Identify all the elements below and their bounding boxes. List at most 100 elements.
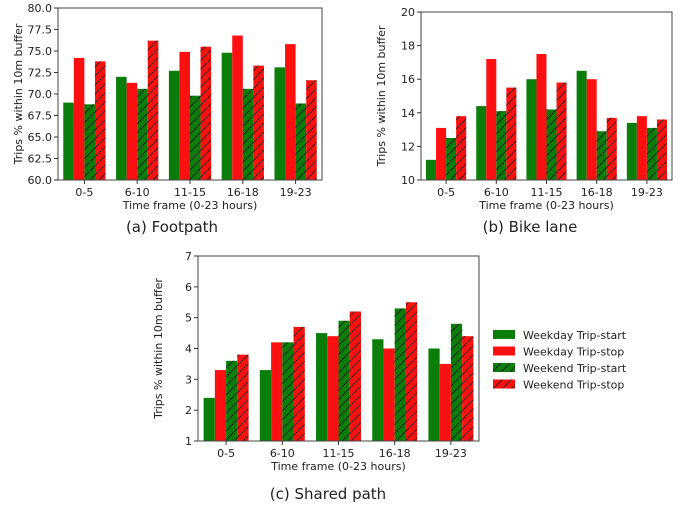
- bar-weekday-trip-start-11-15: [526, 79, 537, 180]
- bar-weekday-trip-stop-19-23: [439, 363, 451, 441]
- y-tick-label: 4: [185, 343, 192, 356]
- bar-weekday-trip-stop-16-18: [586, 79, 597, 180]
- bar-weekday-trip-start-19-23: [626, 122, 637, 180]
- x-tick-label: 16-18: [379, 447, 411, 460]
- y-tick-label: 16: [401, 73, 415, 86]
- y-tick-label: 70.0: [28, 88, 53, 101]
- chart-footpath: 60.0 62.5 65.0 67.5 70.0 72.5 75.0 77.5 80.0 0-5 6…: [12, 2, 323, 236]
- y-tick-label: 14: [401, 107, 415, 120]
- bar-hatch-weekend-trip-start-0-5: [226, 360, 238, 441]
- legend-label-weekend-trip-stop: Weekend Trip-stop: [523, 379, 624, 392]
- bar-hatch-weekend-trip-stop-11-15: [200, 46, 212, 181]
- x-tick-label: 16-18: [581, 186, 613, 199]
- bar-hatch-weekend-trip-start-11-15: [546, 109, 557, 180]
- bar-hatch-weekend-trip-stop-0-5: [237, 354, 249, 441]
- y-tick-label: 65.0: [28, 131, 53, 144]
- y-tick-label: 18: [401, 40, 415, 53]
- x-tick-label: 0-5: [437, 186, 455, 199]
- bar-hatch-weekend-trip-start-11-15: [338, 320, 350, 441]
- bar-weekday-trip-start-6-10: [259, 370, 272, 441]
- x-tick-label: 0-5: [217, 447, 235, 460]
- y-tick-label: 67.5: [28, 110, 53, 123]
- x-tick-label: 6-10: [270, 447, 295, 460]
- chart-caption: (c) Shared path: [270, 485, 386, 503]
- bar-weekday-trip-start-0-5: [426, 159, 437, 180]
- legend-label-weekday-trip-start: Weekday Trip-start: [523, 329, 627, 342]
- chart-caption: (b) Bike lane: [483, 218, 578, 236]
- x-tick-label: 19-23: [631, 186, 663, 199]
- bar-hatch-weekend-trip-stop-19-23: [656, 119, 667, 180]
- y-tick-label: 80.0: [28, 2, 53, 15]
- y-axis-label: Trips % within 10m buffer: [12, 23, 25, 165]
- bar-hatch-weekend-trip-start-16-18: [596, 131, 607, 180]
- legend-swatch-hatch: [493, 379, 515, 389]
- bar-weekday-trip-start-19-23: [274, 67, 286, 180]
- bar-weekday-trip-stop-0-5: [73, 57, 85, 180]
- chart-shared-path: 1 2 3 4 5 6 7 0-5 6-10 11-15 16-18 19-23 Time frame …: [152, 250, 480, 503]
- y-tick-label: 1: [185, 435, 192, 448]
- x-tick-label: 16-18: [227, 186, 259, 199]
- x-tick-label: 6-10: [125, 186, 150, 199]
- legend-label-weekend-trip-start: Weekend Trip-start: [523, 362, 627, 375]
- bar-hatch-weekend-trip-stop-0-5: [456, 116, 467, 180]
- bar-hatch-weekend-trip-stop-16-18: [405, 302, 418, 441]
- y-tick-label: 72.5: [28, 67, 53, 80]
- bar-hatch-weekend-trip-start-11-15: [190, 95, 201, 180]
- bar-weekday-trip-stop-19-23: [636, 116, 647, 180]
- bar-hatch-weekend-trip-stop-16-18: [253, 65, 264, 180]
- bar-hatch-weekend-trip-stop-16-18: [606, 117, 617, 180]
- bar-weekday-trip-stop-0-5: [214, 370, 227, 441]
- x-axis-label: Time frame (0-23 hours): [478, 199, 614, 212]
- bar-hatch-weekend-trip-start-6-10: [496, 111, 507, 180]
- x-tick-label: 11-15: [323, 447, 355, 460]
- y-tick-label: 77.5: [28, 24, 53, 37]
- y-axis-label: Trips % within 10m buffer: [152, 278, 165, 420]
- bar-weekday-trip-stop-6-10: [486, 59, 497, 180]
- bar-weekday-trip-start-16-18: [221, 52, 233, 180]
- bar-weekday-trip-stop-11-15: [327, 336, 339, 441]
- bar-weekday-trip-start-6-10: [116, 76, 127, 180]
- bar-weekday-trip-stop-6-10: [126, 82, 138, 180]
- y-axis-label: Trips % within 10m buffer: [375, 25, 388, 167]
- bar-hatch-weekend-trip-stop-11-15: [556, 82, 567, 180]
- y-tick-label: 12: [401, 140, 415, 153]
- bar-weekday-trip-stop-11-15: [179, 51, 190, 180]
- bar-weekday-trip-stop-16-18: [383, 348, 395, 441]
- bar-weekday-trip-stop-16-18: [232, 35, 243, 180]
- bar-weekday-trip-start-0-5: [203, 397, 215, 441]
- y-tick-label: 10: [401, 174, 415, 187]
- bar-hatch-weekend-trip-start-19-23: [295, 103, 307, 180]
- x-tick-label: 6-10: [484, 186, 509, 199]
- bar-weekday-trip-stop-11-15: [536, 54, 547, 180]
- bar-hatch-weekend-trip-start-16-18: [394, 308, 406, 441]
- bar-hatch-weekend-trip-start-16-18: [242, 88, 254, 180]
- legend-swatch-hatch: [493, 363, 515, 372]
- x-axis-label: Time frame (0-23 hours): [122, 199, 258, 212]
- bar-hatch-weekend-trip-stop-19-23: [306, 80, 317, 180]
- bar-hatch-weekend-trip-stop-6-10: [147, 40, 159, 181]
- x-axis-label: Time frame (0-23 hours): [270, 460, 406, 473]
- bar-hatch-weekend-trip-stop-19-23: [462, 336, 474, 441]
- bar-hatch-weekend-trip-start-6-10: [137, 88, 148, 180]
- chart-caption: (a) Footpath: [126, 218, 218, 236]
- legend: Weekday Trip-start Weekday Trip-stop Weeke…: [493, 329, 627, 392]
- bar-weekday-trip-start-19-23: [428, 348, 440, 441]
- bar-hatch-weekend-trip-start-19-23: [450, 323, 463, 441]
- x-tick-label: 0-5: [75, 186, 93, 199]
- x-tick-label: 19-23: [280, 186, 312, 199]
- y-tick-label: 3: [185, 373, 192, 386]
- bar-hatch-weekend-trip-stop-0-5: [94, 61, 106, 180]
- bar-weekday-trip-start-0-5: [63, 102, 74, 180]
- legend-label-weekday-trip-stop: Weekday Trip-stop: [523, 346, 624, 359]
- bar-hatch-weekend-trip-stop-6-10: [506, 87, 517, 180]
- bar-weekday-trip-start-6-10: [476, 106, 487, 180]
- y-tick-label: 5: [185, 312, 192, 325]
- bar-hatch-weekend-trip-stop-6-10: [293, 326, 305, 441]
- x-tick-label: 11-15: [174, 186, 206, 199]
- bar-hatch-weekend-trip-start-0-5: [84, 104, 95, 180]
- bar-weekday-trip-stop-6-10: [271, 342, 283, 441]
- x-tick-label: 19-23: [435, 447, 467, 460]
- bar-weekday-trip-start-11-15: [316, 333, 328, 441]
- bar-hatch-weekend-trip-stop-11-15: [349, 311, 361, 441]
